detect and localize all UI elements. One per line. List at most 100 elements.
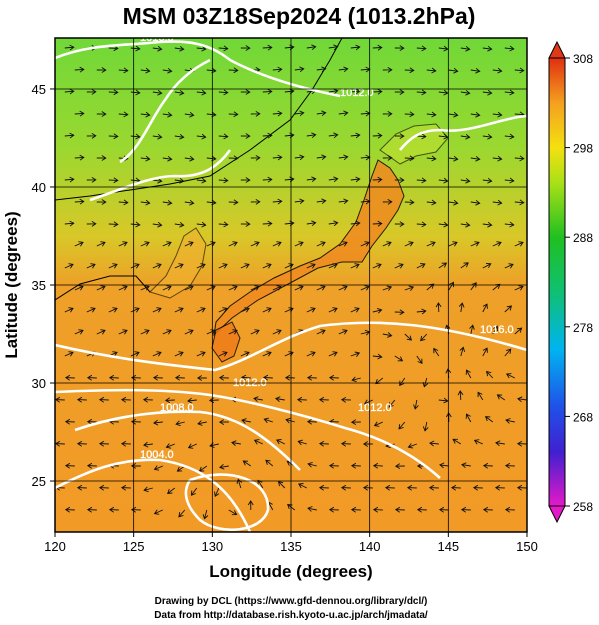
wind-arrow [307, 506, 317, 512]
wind-arrow [86, 133, 97, 139]
wind-arrow [514, 199, 525, 206]
wind-arrow [394, 263, 404, 269]
wind-arrow [276, 439, 286, 445]
wind-arrow [472, 484, 483, 491]
wind-arrow [350, 220, 361, 227]
wind-arrow [328, 307, 338, 313]
wind-arrow [328, 220, 339, 227]
wind-arrow [228, 285, 238, 291]
wind-arrow [382, 67, 393, 73]
wind-arrow [470, 155, 481, 162]
wind-arrow [197, 420, 207, 426]
wind-arrow [384, 484, 395, 491]
wind-arrow [262, 176, 273, 183]
wind-arrow [338, 154, 349, 161]
wind-arrow [516, 484, 527, 491]
wind-arrow [404, 199, 415, 206]
isobar-label: 1016.0 [140, 32, 174, 44]
wind-arrow [165, 443, 175, 449]
wind-arrow [64, 418, 75, 425]
wind-arrow [86, 418, 97, 425]
wind-arrow [465, 413, 472, 423]
wind-arrow [218, 374, 229, 381]
wind-arrow [162, 111, 173, 118]
wind-arrow [167, 487, 176, 495]
wind-arrow [196, 351, 206, 357]
wind-arrow [460, 133, 471, 140]
wind-arrow [120, 484, 131, 491]
wind-arrow [152, 374, 163, 381]
wind-arrow [426, 155, 437, 162]
wind-arrow [372, 307, 383, 314]
wind-arrow [494, 484, 505, 491]
wind-arrow [338, 66, 349, 73]
wind-arrow [86, 374, 97, 381]
wind-arrow [448, 111, 459, 118]
wind-arrow [247, 500, 254, 511]
wind-arrow [175, 420, 185, 427]
x-tick-label: 145 [437, 539, 459, 554]
wind-arrow [294, 241, 304, 247]
wind-arrow [143, 441, 153, 448]
wind-arrow [350, 307, 360, 313]
wind-arrow [162, 67, 173, 74]
wind-arrow [338, 329, 348, 335]
colorbar-tick-label: 308 [573, 52, 593, 66]
wind-arrow [306, 44, 317, 51]
wind-arrow [438, 506, 449, 513]
colorbar-tick-label: 268 [573, 410, 593, 424]
wind-arrow [174, 221, 185, 228]
wind-arrow [338, 110, 349, 117]
wind-arrow [514, 285, 524, 291]
wind-arrow [438, 133, 449, 140]
wind-arrow [297, 439, 307, 446]
colorbar: 258 268 278 288 298 308 [548, 40, 593, 524]
wind-arrow [142, 396, 153, 403]
wind-arrow [372, 132, 383, 139]
wind-arrow [328, 263, 338, 269]
wind-arrow [298, 483, 308, 489]
wind-arrow [482, 262, 492, 269]
wind-arrow [404, 241, 414, 247]
wind-arrow [372, 263, 382, 269]
wind-arrow [64, 307, 74, 313]
wind-arrow [416, 221, 427, 228]
wind-arrow [394, 133, 405, 139]
wind-arrow [130, 351, 140, 357]
wind-arrow [394, 463, 405, 469]
wind-arrow [294, 110, 305, 117]
wind-arrow [504, 133, 515, 140]
wind-arrow [218, 351, 228, 357]
wind-arrow [504, 177, 515, 184]
wind-arrow [206, 111, 217, 118]
wind-arrow [492, 155, 503, 162]
isobar-line [89, 149, 232, 202]
wind-arrow [316, 154, 327, 161]
wind-arrow [372, 88, 383, 95]
wind-arrow [340, 484, 351, 491]
wind-arrow [272, 154, 283, 161]
x-tick-label: 140 [359, 539, 381, 554]
wind-arrow [228, 199, 239, 206]
wind-arrow [372, 506, 383, 513]
wind-arrow [153, 509, 163, 515]
wind-arrow [448, 67, 459, 74]
wind-arrow [262, 132, 273, 139]
wind-arrow [130, 307, 140, 313]
wind-arrow [382, 199, 393, 205]
colorbar-tick-label: 298 [573, 142, 593, 156]
wind-arrow [504, 263, 514, 269]
wind-arrow [162, 329, 172, 335]
wind-arrow [96, 111, 107, 117]
wind-arrow [328, 132, 339, 139]
isobar-label: 1012.0 [340, 87, 374, 99]
wind-arrow [504, 462, 515, 469]
wind-arrow [338, 198, 349, 205]
wind-arrow [514, 155, 525, 162]
wind-arrow [140, 199, 151, 206]
wind-arrow [196, 375, 207, 381]
footer-line-2: Data from http://database.rish.kyoto-u.a… [154, 610, 428, 621]
wind-arrow [240, 177, 251, 183]
wind-arrow [328, 176, 339, 183]
